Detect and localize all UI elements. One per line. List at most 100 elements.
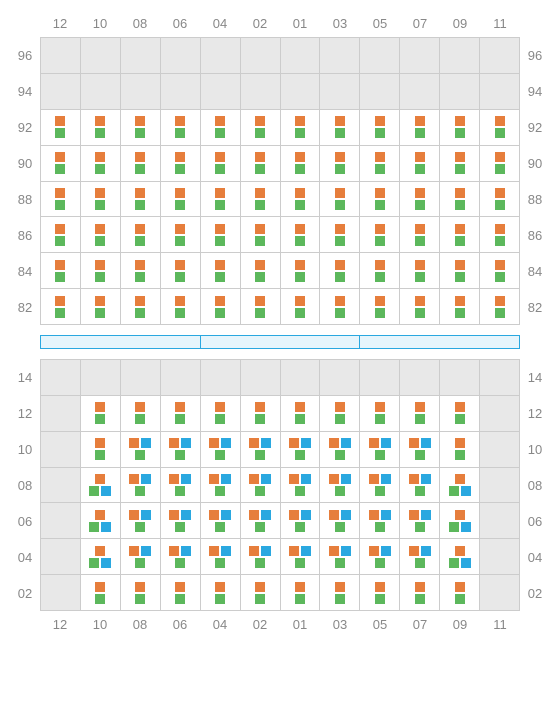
row-label: 10: [10, 431, 40, 467]
marker-green: [415, 450, 425, 460]
marker-green: [375, 128, 385, 138]
bottom-grid: [40, 359, 520, 611]
marker-green: [55, 200, 65, 210]
cell-filled: [120, 432, 160, 467]
row-label: 92: [10, 109, 40, 145]
cell-filled: [439, 432, 479, 467]
marker-orange: [175, 152, 185, 162]
cell-filled: [399, 575, 439, 610]
marker-green: [375, 594, 385, 604]
marker-green: [135, 594, 145, 604]
marker-green: [335, 236, 345, 246]
marker-green: [215, 558, 225, 568]
marker-green: [335, 522, 345, 532]
cell-filled: [80, 503, 120, 538]
marker-green: [95, 594, 105, 604]
marker-green: [135, 486, 145, 496]
row-label: 90: [10, 145, 40, 181]
cell-filled: [359, 539, 399, 574]
marker-blue: [101, 522, 111, 532]
cell-filled: [319, 432, 359, 467]
cell-empty: [359, 360, 399, 395]
marker-green: [455, 164, 465, 174]
cell-filled: [160, 253, 200, 288]
column-label: 07: [400, 617, 440, 632]
marker-blue: [421, 546, 431, 556]
row-label: 82: [520, 289, 550, 325]
cell-filled: [160, 289, 200, 324]
marker-green: [255, 594, 265, 604]
marker-orange: [409, 438, 419, 448]
marker-green: [495, 308, 505, 318]
cell-filled: [41, 146, 80, 181]
cell-filled: [319, 396, 359, 431]
cell-empty: [80, 74, 120, 109]
marker-orange: [295, 152, 305, 162]
marker-orange: [55, 152, 65, 162]
marker-orange: [415, 116, 425, 126]
top-column-headers: 121008060402010305070911: [10, 16, 550, 31]
row-label: 14: [10, 359, 40, 395]
cell-filled: [240, 503, 280, 538]
marker-green: [295, 522, 305, 532]
marker-green: [95, 308, 105, 318]
marker-orange: [329, 510, 339, 520]
cell-filled: [240, 539, 280, 574]
marker-orange: [249, 510, 259, 520]
marker-orange: [335, 296, 345, 306]
marker-blue: [461, 522, 471, 532]
cell-filled: [439, 253, 479, 288]
cell-filled: [80, 468, 120, 503]
marker-orange: [249, 546, 259, 556]
marker-green: [175, 308, 185, 318]
cell-empty: [41, 539, 80, 574]
marker-orange: [135, 188, 145, 198]
marker-blue: [461, 486, 471, 496]
cell-filled: [319, 253, 359, 288]
marker-orange: [55, 260, 65, 270]
marker-green: [255, 558, 265, 568]
marker-blue: [461, 558, 471, 568]
column-label: 04: [200, 617, 240, 632]
marker-green: [415, 414, 425, 424]
marker-orange: [95, 188, 105, 198]
marker-orange: [135, 582, 145, 592]
cell-empty: [41, 74, 80, 109]
cell-filled: [160, 182, 200, 217]
divider-segment: [41, 336, 200, 348]
marker-green: [255, 414, 265, 424]
marker-green: [495, 164, 505, 174]
column-label: 05: [360, 16, 400, 31]
cell-filled: [240, 396, 280, 431]
cell-filled: [120, 253, 160, 288]
row-label: 12: [520, 395, 550, 431]
marker-orange: [295, 296, 305, 306]
marker-orange: [409, 510, 419, 520]
cell-filled: [240, 182, 280, 217]
marker-orange: [295, 188, 305, 198]
cell-filled: [399, 539, 439, 574]
marker-orange: [215, 402, 225, 412]
cell-empty: [439, 360, 479, 395]
marker-orange: [295, 260, 305, 270]
cell-filled: [200, 253, 240, 288]
cell-filled: [200, 289, 240, 324]
marker-orange: [55, 224, 65, 234]
grid-row: [41, 538, 519, 574]
marker-green: [449, 522, 459, 532]
cell-filled: [479, 253, 519, 288]
marker-orange: [289, 510, 299, 520]
marker-orange: [175, 188, 185, 198]
marker-green: [375, 414, 385, 424]
marker-orange: [169, 474, 179, 484]
marker-orange: [129, 546, 139, 556]
cell-filled: [120, 575, 160, 610]
row-label: 84: [10, 253, 40, 289]
marker-orange: [55, 296, 65, 306]
cell-filled: [80, 253, 120, 288]
cell-filled: [280, 110, 320, 145]
cell-empty: [120, 360, 160, 395]
marker-orange: [95, 510, 105, 520]
marker-green: [415, 486, 425, 496]
cell-filled: [359, 432, 399, 467]
